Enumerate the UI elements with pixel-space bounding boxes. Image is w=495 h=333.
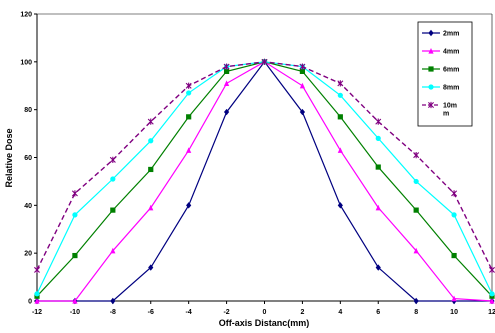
data-point [223, 63, 230, 70]
data-point [110, 176, 116, 182]
data-point [186, 202, 192, 209]
legend-entry: 8mm [422, 84, 459, 92]
data-point [185, 82, 192, 89]
y-axis-title: Relative Dose [4, 128, 14, 187]
series-layer [34, 58, 495, 305]
data-point [72, 212, 78, 218]
x-tick-label: -2 [223, 309, 229, 316]
data-point [337, 80, 344, 87]
y-tick-label: 60 [24, 155, 32, 162]
data-point [413, 152, 420, 159]
data-point [489, 291, 495, 297]
data-point [72, 298, 78, 304]
data-point [451, 212, 457, 218]
data-point [110, 247, 116, 254]
legend-box [417, 21, 473, 127]
data-point [375, 118, 382, 125]
legend-marker [428, 48, 434, 54]
data-point [109, 156, 116, 163]
y-tick-label: 100 [20, 59, 32, 66]
legend-marker [428, 66, 434, 72]
data-point [223, 68, 230, 74]
data-point [375, 204, 381, 211]
x-tick-label: 10 [450, 309, 458, 316]
legend-entry: 4mm [422, 48, 459, 56]
data-point [337, 92, 343, 98]
data-point [375, 164, 381, 170]
data-point [489, 298, 495, 304]
y-tick-label: 40 [24, 203, 32, 210]
legend-entry: 2mm [422, 29, 459, 38]
data-point [413, 247, 419, 254]
x-tick-label: -10 [70, 309, 80, 316]
x-tick-label: -6 [148, 309, 154, 316]
data-point [337, 147, 343, 153]
data-point [148, 138, 154, 144]
data-point [34, 298, 40, 304]
data-point [337, 114, 343, 120]
x-tick-label: 0 [263, 309, 267, 316]
data-point [413, 207, 419, 213]
legend-label: 8mm [443, 85, 459, 92]
data-point [148, 166, 154, 173]
data-point [451, 190, 458, 197]
data-point [186, 147, 192, 153]
data-point [299, 63, 306, 70]
series-5 [34, 58, 495, 274]
data-point [148, 264, 154, 271]
data-point [223, 108, 230, 116]
x-tick-label: -4 [186, 309, 192, 316]
legend-marker [428, 101, 434, 109]
y-tick-label: 0 [28, 299, 32, 306]
legend-entry: 10m m [422, 101, 457, 118]
data-point [147, 118, 154, 125]
legend: 2mm 4mm 6mm 8mm 10m m [417, 21, 473, 127]
tick-labels: 0 20 40 60 80 100 120 -12 -10 -8 -6 -4 -2 0 2 4 6 8 10 12 [20, 12, 495, 317]
x-tick-label: 8 [414, 309, 418, 316]
data-point [375, 135, 381, 141]
data-point [489, 266, 495, 274]
data-point [413, 297, 419, 305]
data-point [299, 82, 306, 89]
data-point [299, 68, 306, 74]
data-point [34, 266, 40, 274]
x-tick-label: -8 [110, 309, 116, 316]
data-point [299, 108, 306, 116]
legend-marker [428, 29, 434, 37]
x-tick-label: 4 [338, 309, 342, 316]
x-tick-label: 12 [488, 309, 495, 316]
data-point [34, 291, 40, 297]
data-point [223, 80, 230, 86]
legend-label: 4mm [443, 49, 459, 56]
data-point [451, 295, 457, 302]
x-tick-label: 6 [376, 309, 380, 316]
data-point [375, 264, 381, 271]
data-point [186, 90, 192, 96]
legend-marker [428, 84, 434, 90]
data-point [148, 204, 154, 211]
data-point [451, 252, 457, 259]
data-point [261, 58, 268, 65]
data-point [71, 190, 78, 197]
data-point [186, 114, 192, 120]
legend-label: 2mm [443, 31, 459, 38]
legend-label: 6mm [443, 67, 459, 74]
x-tick-label: -12 [32, 309, 42, 316]
legend-label: 10m m [443, 103, 457, 118]
data-point [413, 178, 419, 185]
data-point [110, 207, 116, 213]
x-axis-title: Off-axis Distanc(mm) [219, 318, 310, 328]
data-point [72, 252, 78, 259]
data-point [110, 297, 116, 305]
y-tick-label: 120 [20, 12, 32, 19]
y-tick-label: 80 [24, 107, 32, 114]
x-tick-label: 2 [300, 309, 304, 316]
legend-entry: 6mm [422, 66, 459, 74]
y-tick-label: 20 [24, 251, 32, 258]
data-point [337, 202, 343, 209]
